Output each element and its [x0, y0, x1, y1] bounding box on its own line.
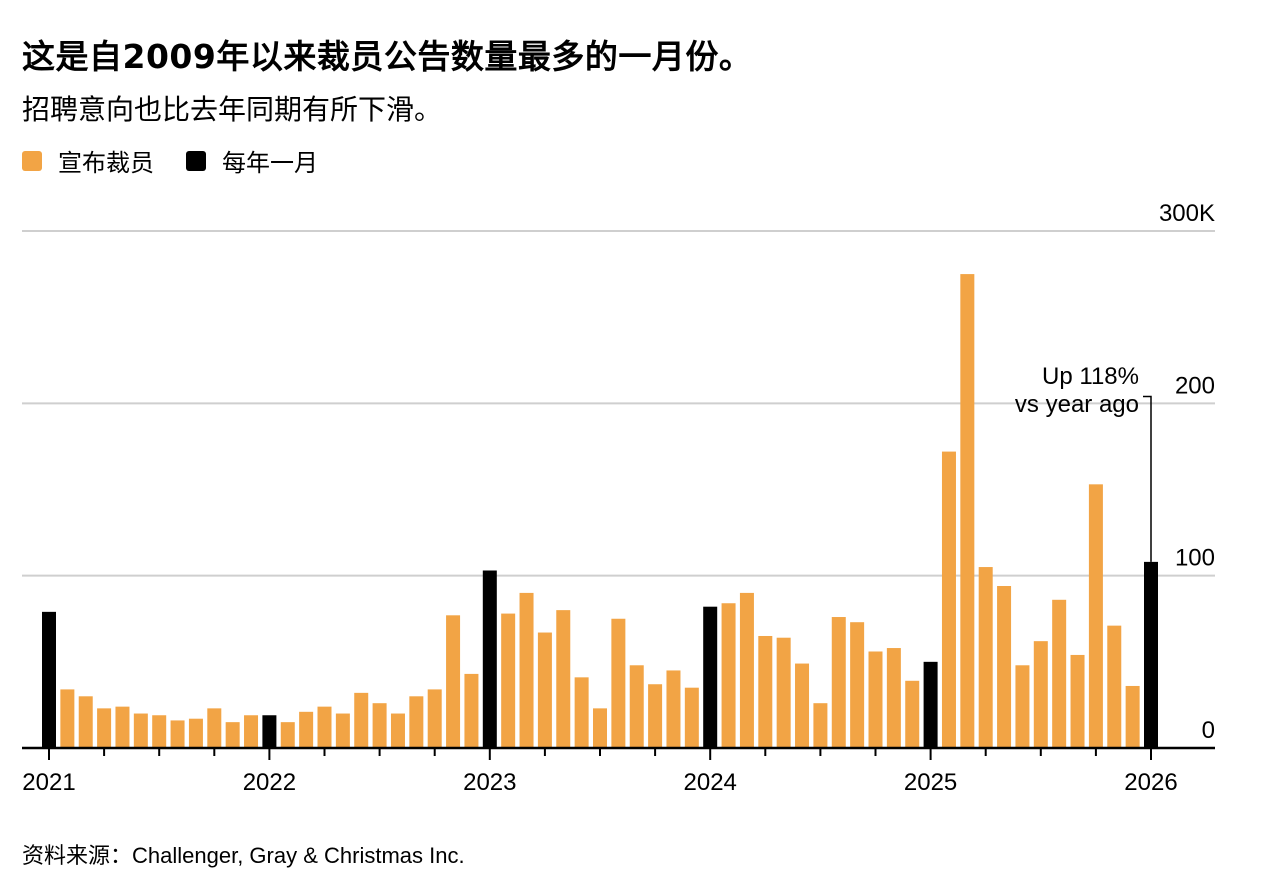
x-tick-label: 2022 — [243, 769, 296, 796]
y-tick-label: 200 — [1175, 372, 1215, 399]
legend-item-layoffs: 宣布裁员 — [22, 143, 154, 178]
bar-layoffs — [1015, 665, 1030, 748]
bar-layoffs — [739, 592, 754, 748]
bar-layoffs — [78, 696, 93, 748]
annotation-line-1: Up 118% — [1042, 363, 1139, 390]
bar-layoffs — [133, 713, 148, 748]
bar-layoffs — [868, 651, 883, 748]
bar-layoffs — [850, 622, 865, 748]
y-tick-label: 0 — [1202, 717, 1215, 744]
legend: 宣布裁员 每年一月 — [22, 143, 318, 178]
x-tick-label: 2023 — [463, 769, 516, 796]
bar-layoffs — [115, 706, 130, 748]
bar-layoffs — [152, 715, 167, 748]
bar-layoffs — [758, 635, 773, 748]
bar-layoffs — [1070, 654, 1085, 748]
source-note: 资料来源：Challenger, Gray & Christmas Inc. — [22, 838, 465, 870]
annotation-leader-line — [1143, 395, 1152, 562]
x-tick-label: 2024 — [684, 769, 737, 796]
bar-layoffs — [1125, 685, 1140, 748]
source-text: Challenger, Gray & Christmas Inc. — [132, 843, 465, 868]
bar-layoffs — [372, 703, 387, 748]
bar-layoffs — [795, 663, 810, 748]
bar-january — [262, 715, 277, 748]
bar-layoffs — [960, 274, 975, 748]
bar-layoffs — [537, 632, 552, 748]
bar-layoffs — [905, 680, 920, 748]
x-tick-label: 2021 — [22, 769, 75, 796]
bar-layoffs — [225, 722, 240, 748]
x-tick-label: 2026 — [1124, 769, 1177, 796]
bar-layoffs — [1107, 625, 1122, 748]
bar-layoffs — [776, 637, 791, 748]
bar-layoffs — [354, 692, 369, 748]
bar-layoffs — [611, 618, 626, 748]
bar-layoffs — [244, 715, 259, 748]
bar-layoffs — [317, 706, 332, 748]
bar-january — [703, 606, 718, 748]
bar-layoffs — [464, 673, 479, 748]
bar-layoffs — [519, 592, 534, 748]
chart-title: 这是自2009年以来裁员公告数量最多的一月份。 — [22, 37, 753, 76]
legend-item-january: 每年一月 — [186, 143, 318, 178]
bar-january — [42, 611, 56, 748]
bar-layoffs — [280, 722, 295, 748]
x-tick-label: 2025 — [904, 769, 957, 796]
bar-layoffs — [629, 665, 644, 748]
bar-layoffs — [335, 713, 350, 748]
bar-january — [482, 570, 497, 748]
bar-layoffs — [427, 689, 442, 748]
bar-layoffs — [593, 708, 607, 748]
bar-layoffs — [299, 711, 314, 748]
bar-layoffs — [1052, 599, 1067, 748]
legend-label: 每年一月 — [222, 149, 318, 177]
bar-layoffs — [978, 567, 993, 748]
bar-layoffs — [886, 648, 901, 748]
bar-layoffs — [188, 718, 203, 748]
bar-layoffs — [556, 610, 571, 748]
bar-layoffs — [446, 615, 461, 748]
y-tick-label: 100 — [1175, 545, 1215, 572]
bar-layoffs — [170, 720, 185, 748]
bar-layoffs — [831, 617, 846, 748]
bar-layoffs — [574, 677, 589, 748]
chart-subtitle: 招聘意向也比去年同期有所下滑。 — [22, 93, 443, 126]
bar-january — [923, 661, 938, 748]
y-tick-label: 300K — [1159, 200, 1215, 227]
bar-layoffs — [501, 613, 516, 748]
source-label: 资料来源： — [22, 844, 133, 869]
bar-layoffs — [941, 451, 956, 748]
bar-layoffs — [721, 603, 736, 748]
bar-layoffs — [813, 703, 828, 748]
bar-layoffs — [1088, 484, 1103, 748]
bar-layoffs — [997, 586, 1012, 748]
legend-label: 宣布裁员 — [58, 149, 154, 177]
legend-swatch-black — [186, 150, 206, 171]
annotation-line-2: vs year ago — [1015, 391, 1139, 418]
bar-layoffs — [648, 684, 663, 748]
bar-layoffs — [207, 708, 222, 748]
bar-layoffs — [666, 670, 681, 748]
bar-layoffs — [1033, 641, 1048, 748]
bar-layoffs — [97, 708, 112, 748]
bar-layoffs — [60, 689, 75, 748]
bar-layoffs — [390, 713, 405, 748]
legend-swatch-orange — [22, 150, 42, 171]
bar-january — [1144, 561, 1158, 748]
bar-layoffs — [684, 687, 699, 748]
bar-layoffs — [409, 696, 424, 748]
